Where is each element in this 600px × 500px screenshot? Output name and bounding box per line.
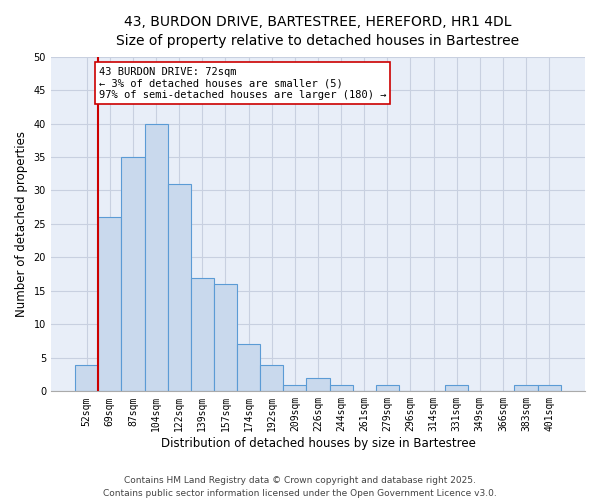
Bar <box>283 384 307 392</box>
Bar <box>98 218 121 392</box>
Bar <box>514 384 538 392</box>
Title: 43, BURDON DRIVE, BARTESTREE, HEREFORD, HR1 4DL
Size of property relative to det: 43, BURDON DRIVE, BARTESTREE, HEREFORD, … <box>116 15 520 48</box>
Bar <box>376 384 399 392</box>
Bar <box>237 344 260 392</box>
Bar <box>145 124 167 392</box>
Bar <box>214 284 237 392</box>
Bar <box>121 157 145 392</box>
Bar <box>75 364 98 392</box>
Bar <box>329 384 353 392</box>
Bar <box>260 364 283 392</box>
Bar <box>538 384 561 392</box>
Text: 43 BURDON DRIVE: 72sqm
← 3% of detached houses are smaller (5)
97% of semi-detac: 43 BURDON DRIVE: 72sqm ← 3% of detached … <box>99 66 386 100</box>
Y-axis label: Number of detached properties: Number of detached properties <box>15 131 28 317</box>
Bar <box>167 184 191 392</box>
Bar <box>307 378 329 392</box>
Text: Contains HM Land Registry data © Crown copyright and database right 2025.
Contai: Contains HM Land Registry data © Crown c… <box>103 476 497 498</box>
Bar <box>191 278 214 392</box>
X-axis label: Distribution of detached houses by size in Bartestree: Distribution of detached houses by size … <box>161 437 475 450</box>
Bar <box>445 384 468 392</box>
